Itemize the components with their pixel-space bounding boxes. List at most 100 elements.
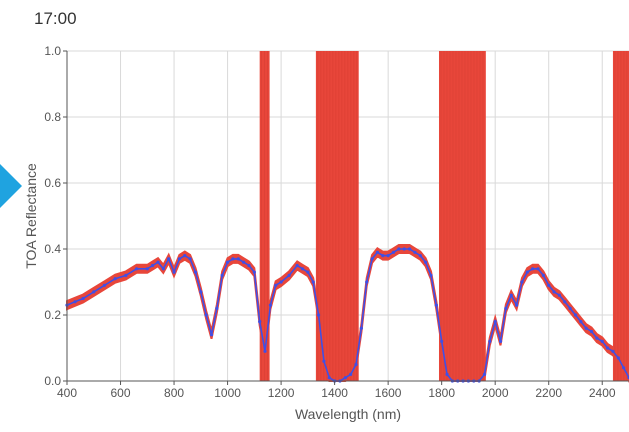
data-point [225,260,230,264]
data-point [541,273,545,277]
data-point [579,320,583,324]
data-point [354,362,358,367]
data-point [258,320,262,324]
chevron-right-icon[interactable] [0,164,22,208]
data-point [242,260,246,264]
data-point [113,277,117,281]
data-point [547,283,551,287]
x-tick-label: 1600 [375,386,402,400]
data-point [81,296,85,301]
data-point [611,349,615,353]
masked-band [612,51,629,381]
data-point [193,270,198,274]
data-point [215,306,219,310]
data-point [498,339,503,343]
data-point [600,339,604,343]
masked-band [438,51,486,381]
masked-band-fill [315,51,359,381]
data-point [573,313,578,317]
data-point [552,290,556,294]
data-point [434,303,438,307]
y-tick-label: 0.0 [44,374,61,388]
data-point [287,273,291,277]
data-point [365,280,369,284]
data-point [295,263,299,268]
data-point [156,260,160,264]
x-tick-label: 2200 [535,386,562,400]
data-point [349,372,353,376]
data-point [161,267,165,271]
data-point [413,250,417,254]
data-point [616,356,620,360]
data-point [493,320,497,324]
data-point [172,270,176,274]
data-point [418,254,422,258]
x-axis-title: Wavelength (nm) [295,406,401,422]
data-point [568,306,572,310]
data-point [504,306,508,310]
y-tick-label: 0.8 [44,110,61,124]
data-point [73,300,77,304]
x-tick-label: 1800 [428,386,455,400]
x-tick-label: 2400 [589,386,616,400]
data-point [306,270,310,274]
data-point [327,376,331,380]
status-time: 17:00 [34,9,77,28]
data-point [188,257,192,261]
data-point [124,273,128,277]
data-point [183,254,187,258]
data-point [370,257,374,261]
data-point [622,366,626,370]
data-point [359,326,363,330]
masked-band-fill [438,51,486,381]
data-point [557,293,562,297]
data-point [204,313,208,317]
data-point [515,303,519,307]
data-point [386,254,390,258]
x-tick-label: 1200 [268,386,295,400]
data-point [429,273,433,277]
data-point [322,359,326,363]
data-point [563,300,567,304]
data-point [279,280,283,284]
data-point [316,313,321,317]
data-point [343,376,347,380]
data-point [177,257,181,261]
x-tick-label: 400 [57,386,77,400]
data-point [584,326,588,330]
y-tick-label: 1.0 [44,44,61,58]
data-point [209,333,214,337]
y-tick-label: 0.2 [44,308,61,322]
y-tick-label: 0.4 [44,242,61,256]
data-point [531,267,535,271]
data-point [252,270,256,274]
x-tick-label: 1400 [321,386,348,400]
data-point [231,257,235,261]
data-point [488,339,492,343]
data-point [134,267,139,271]
data-point [605,346,610,350]
data-point [424,260,428,264]
data-point [274,283,278,287]
y-axis-title: TOA Reflectance [23,163,39,269]
data-point [311,280,315,284]
data-point [199,290,203,294]
data-point [268,303,272,307]
masked-band [315,51,359,381]
y-tick-label: 0.6 [44,176,61,190]
data-point [482,372,487,376]
data-point [102,283,107,287]
x-tick-label: 600 [111,386,131,400]
x-tick-label: 2000 [482,386,509,400]
data-point [525,270,529,274]
data-point [440,339,444,343]
data-point [595,336,599,340]
x-tick-label: 1000 [214,386,241,400]
data-point [167,257,171,261]
data-point [375,250,380,254]
data-point [92,290,96,294]
x-tick-label: 800 [164,386,184,400]
data-point [407,247,412,251]
data-point [445,372,449,376]
